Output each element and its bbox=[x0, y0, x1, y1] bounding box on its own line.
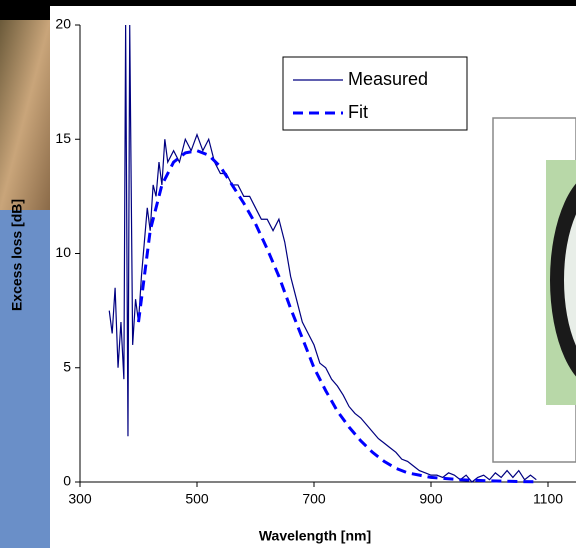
legend-box bbox=[282, 56, 468, 131]
y-axis-label: Excess loss [dB] bbox=[9, 199, 25, 311]
legend-label: Fit bbox=[348, 102, 368, 122]
x-tick-label: 700 bbox=[302, 491, 326, 507]
x-axis-label: Wavelength [nm] bbox=[259, 528, 371, 544]
side-photo bbox=[0, 20, 50, 210]
y-tick-label: 0 bbox=[63, 473, 71, 489]
inset-core bbox=[564, 214, 576, 346]
series-line bbox=[108, 25, 537, 483]
y-tick-label: 20 bbox=[55, 16, 71, 32]
legend-label: Measured bbox=[348, 69, 428, 89]
inset-fiber bbox=[550, 183, 576, 377]
x-tick-label: 900 bbox=[419, 491, 443, 507]
side-strip-top bbox=[0, 0, 50, 20]
series-line bbox=[137, 149, 537, 484]
legend: Measured Fit bbox=[282, 56, 468, 131]
plot-area: 0 5 10 15 20 300 500 700 900 1100 bbox=[55, 16, 576, 507]
y-tick-label: 15 bbox=[55, 130, 71, 146]
y-tick-label: 5 bbox=[63, 358, 71, 374]
y-tick-label: 10 bbox=[55, 244, 71, 260]
x-tick-label: 300 bbox=[68, 491, 92, 507]
top-border bbox=[0, 0, 576, 6]
x-tick-label: 500 bbox=[185, 491, 209, 507]
inset-photo bbox=[492, 117, 576, 463]
x-tick-label: 1100 bbox=[533, 491, 563, 507]
